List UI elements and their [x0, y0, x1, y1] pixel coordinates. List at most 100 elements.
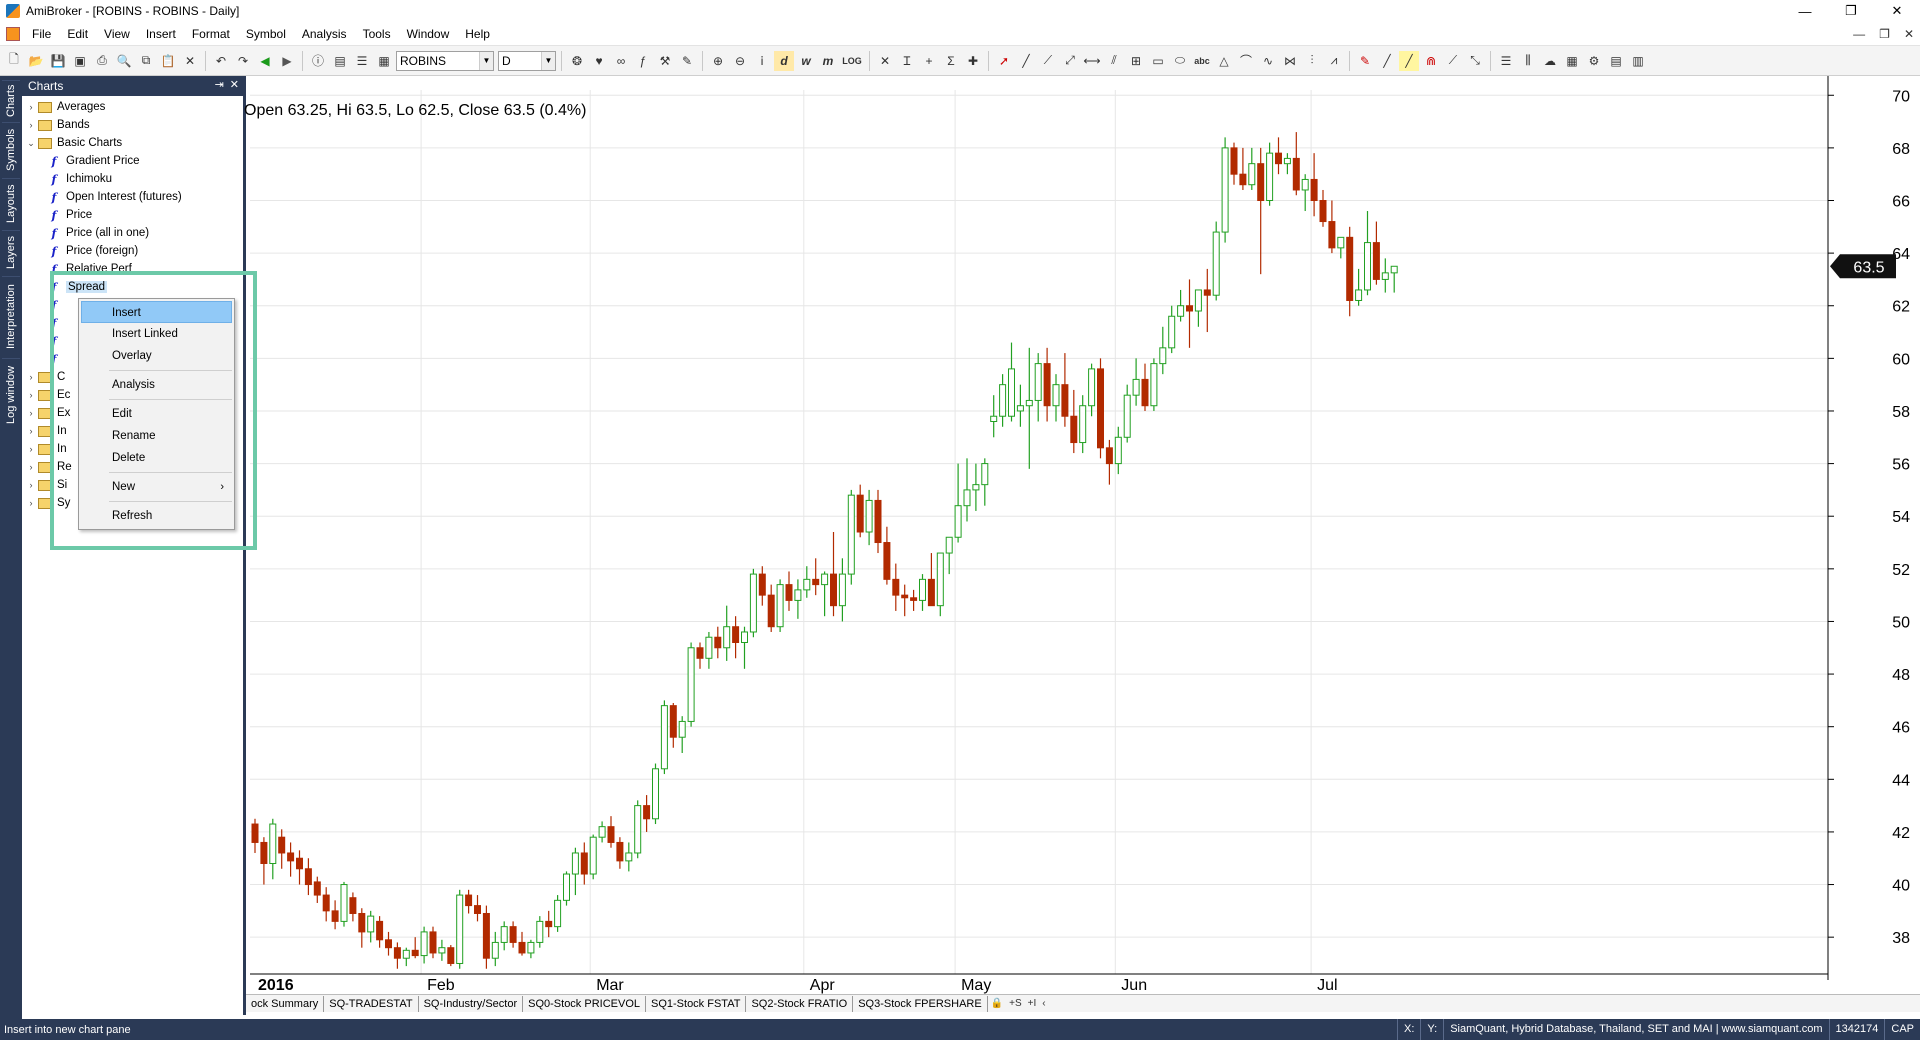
tree-folder[interactable]: › Averages [22, 98, 243, 116]
cursor-i-icon[interactable]: ⅰ [760, 53, 764, 68]
heart-icon[interactable]: ♥ [595, 53, 603, 68]
cloud-icon[interactable]: ☁ [1544, 53, 1556, 68]
sheet-tab-control[interactable]: +S [1009, 998, 1022, 1009]
chevron-right-icon[interactable]: › [29, 120, 33, 130]
context-menu-item-delete[interactable]: Delete [79, 447, 234, 469]
mdi-minimize-button[interactable]: — [1853, 27, 1866, 41]
rectangle-icon[interactable]: ▭ [1152, 53, 1164, 68]
zoom-out-icon[interactable]: ⊖ [734, 53, 746, 68]
interval-combo[interactable]: D ▼ [498, 50, 556, 71]
print-preview-icon[interactable]: 🔍 [116, 53, 132, 68]
mdi-restore-button[interactable]: ❐ [1879, 27, 1890, 41]
save-all-icon[interactable]: ▣ [74, 53, 86, 68]
list-view-icon[interactable]: ☰ [1500, 53, 1512, 68]
chevron-down-icon[interactable]: ⌄ [27, 137, 35, 148]
tools-icon[interactable]: ⚙ [1588, 53, 1600, 68]
copy-icon[interactable]: ⧉ [141, 53, 151, 67]
menu-file[interactable]: File [32, 26, 52, 41]
sheet-tab-control[interactable]: +I [1027, 998, 1037, 1009]
tree-folder[interactable]: › Sy [22, 494, 243, 512]
open-folder-icon[interactable]: 📂 [28, 53, 44, 68]
ray-icon[interactable]: ⟋ [1043, 53, 1053, 67]
sheet-tab-control[interactable]: 🔒 [990, 998, 1004, 1009]
context-menu-item-new[interactable]: New › [79, 476, 234, 498]
tree-formula[interactable]: f Gradient Price [22, 152, 243, 170]
chevron-right-icon[interactable]: › [29, 498, 33, 508]
plus-icon[interactable]: + [925, 53, 933, 68]
save-icon[interactable]: 💾 [50, 53, 66, 68]
chevron-right-icon[interactable]: › [29, 372, 33, 382]
chart-pane[interactable]: 38 40 42 44 46 48 50 52 54 56 58 60 62 64 66 68 70 2016 Fe… [246, 76, 1920, 1001]
tree-formula[interactable]: f Open Interest (futures) [22, 188, 243, 206]
undo-icon[interactable]: ↶ [215, 53, 227, 68]
price-chart[interactable]: 38 40 42 44 46 48 50 52 54 56 58 60 62 64 66 68 70 2016 Fe… [246, 76, 1920, 994]
sidetab-layers[interactable]: Layers [2, 230, 20, 274]
new-file-icon[interactable]: 🗋 [9, 52, 19, 66]
sheet-tab[interactable]: SQ3-Stock FPERSHARE [853, 995, 988, 1012]
tree-formula[interactable]: f Price (foreign) [22, 242, 243, 260]
brush-icon[interactable]: ⟋ [1448, 53, 1458, 67]
chevron-down-icon[interactable]: ▼ [541, 51, 555, 70]
sheet-tab[interactable]: SQ2-Stock FRATIO [746, 995, 854, 1012]
extended-line-icon[interactable]: ⤢ [1065, 53, 1075, 67]
close-chart-icon[interactable]: ✕ [879, 53, 891, 68]
ellipse-icon[interactable]: ⬭ [1174, 53, 1186, 67]
horizontal-line-icon[interactable]: ⟷ [1083, 53, 1101, 68]
delete-icon[interactable]: ✕ [184, 53, 196, 68]
eyedropper-icon[interactable]: ⤡ [1470, 53, 1480, 67]
menu-window[interactable]: Window [406, 26, 450, 41]
forward-icon[interactable]: ▶ [282, 53, 292, 68]
tree-formula[interactable]: f Price [22, 206, 243, 224]
chevron-right-icon[interactable]: › [29, 426, 33, 436]
gann-icon[interactable]: ⋈ [1284, 53, 1296, 68]
sidetab-symbols[interactable]: Symbols [2, 122, 20, 176]
context-menu-item-overlay[interactable]: Overlay [79, 345, 234, 367]
highlighter-icon[interactable]: ╱ [1399, 50, 1419, 71]
arc-icon[interactable]: ⌒ [1239, 54, 1252, 68]
close-icon[interactable]: ✕ [229, 79, 239, 91]
menu-view[interactable]: View [104, 26, 130, 41]
sheet-tab[interactable]: SQ1-Stock FSTAT [646, 995, 747, 1012]
monthly-button[interactable]: m [822, 53, 834, 68]
paste-icon[interactable]: 📋 [160, 53, 176, 68]
document-icon[interactable] [6, 26, 20, 41]
grid-icon[interactable]: ▦ [1566, 53, 1578, 68]
pin-icon[interactable]: ✚ [967, 53, 979, 68]
cursor-text-icon[interactable]: Ɪ [903, 54, 911, 68]
sidetab-layouts[interactable]: Layouts [2, 178, 20, 228]
tree-formula[interactable]: f Ichimoku [22, 170, 243, 188]
menu-edit[interactable]: Edit [67, 26, 89, 41]
menu-help[interactable]: Help [465, 26, 490, 41]
select-arrow-icon[interactable]: ➚ [998, 53, 1010, 68]
tree-folder[interactable]: › Re [22, 458, 243, 476]
chart-edit-icon[interactable]: ✎ [681, 53, 693, 68]
columns-icon[interactable]: ⫼ [1525, 53, 1531, 67]
redo-icon[interactable]: ↷ [237, 53, 249, 68]
cycles-icon[interactable]: ∿ [1262, 53, 1274, 68]
quote-editor-icon[interactable]: ▤ [334, 53, 346, 68]
sigma-icon[interactable]: Σ [947, 53, 955, 68]
print-icon[interactable]: ⎙ [97, 53, 107, 67]
chevron-right-icon[interactable]: › [29, 390, 33, 400]
zoom-in-icon[interactable]: ⊕ [712, 53, 724, 68]
chevron-right-icon[interactable]: › [29, 408, 33, 418]
sidetab-log-window[interactable]: Log window [2, 358, 20, 430]
context-menu-item-edit[interactable]: Edit [79, 403, 234, 425]
menu-tools[interactable]: Tools [362, 26, 391, 41]
tree-folder[interactable]: ⌄ Basic Charts [22, 134, 243, 152]
sheet-tab[interactable]: SQ-TRADESTAT [324, 995, 419, 1012]
magnet-icon[interactable]: ⋒ [1425, 53, 1437, 68]
text-tool-icon[interactable]: abc [1194, 55, 1210, 66]
bar-chart-icon[interactable]: ▥ [1632, 53, 1644, 68]
bubbles-icon[interactable]: ❂ [571, 53, 583, 68]
menu-analysis[interactable]: Analysis [301, 26, 347, 41]
tree-folder[interactable]: › Bands [22, 116, 243, 134]
sidetab-charts[interactable]: Charts [2, 80, 20, 120]
chevron-right-icon[interactable]: › [29, 480, 33, 490]
info-icon[interactable]: ⓘ [311, 54, 324, 68]
tree-formula[interactable]: f Price (all in one) [22, 224, 243, 242]
sheet-tab[interactable]: SQ0-Stock PRICEVOL [523, 995, 646, 1012]
pin-icon[interactable]: ⇥ [214, 79, 224, 91]
sheet-tab-control[interactable]: ‹ [1042, 998, 1046, 1009]
chevron-right-icon[interactable]: › [29, 462, 33, 472]
